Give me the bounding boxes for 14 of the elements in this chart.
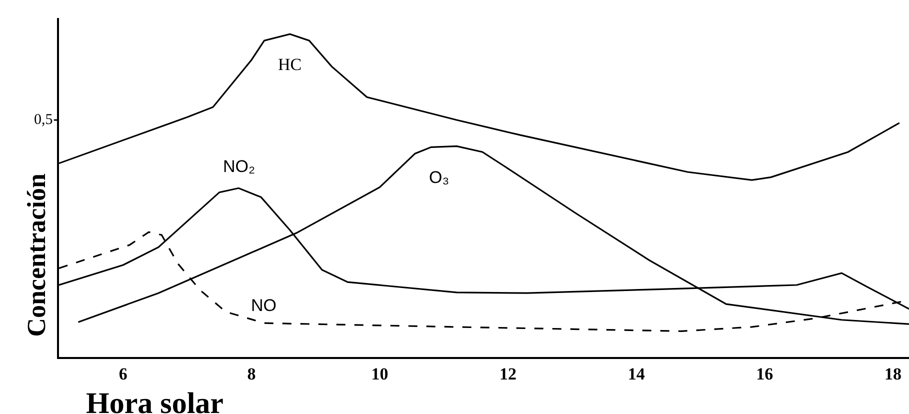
- series-label: HC: [278, 55, 302, 74]
- x-tick-label: 14: [628, 364, 646, 384]
- y-axis-title: Concentración: [22, 173, 52, 337]
- x-tick-label: 16: [756, 364, 774, 384]
- x-axis-title: Hora solar: [86, 387, 224, 414]
- series-label: NO₂: [223, 157, 256, 176]
- text: 0,5: [34, 112, 53, 128]
- x-tick-label: 10: [371, 364, 388, 384]
- series-label: O₃: [429, 168, 450, 187]
- x-tick-label: 18: [884, 364, 902, 384]
- x-tick-label: 8: [247, 364, 256, 384]
- x-tick-label: 6: [118, 364, 128, 384]
- series-label: NO: [251, 296, 276, 315]
- x-tick-label: 12: [500, 364, 517, 384]
